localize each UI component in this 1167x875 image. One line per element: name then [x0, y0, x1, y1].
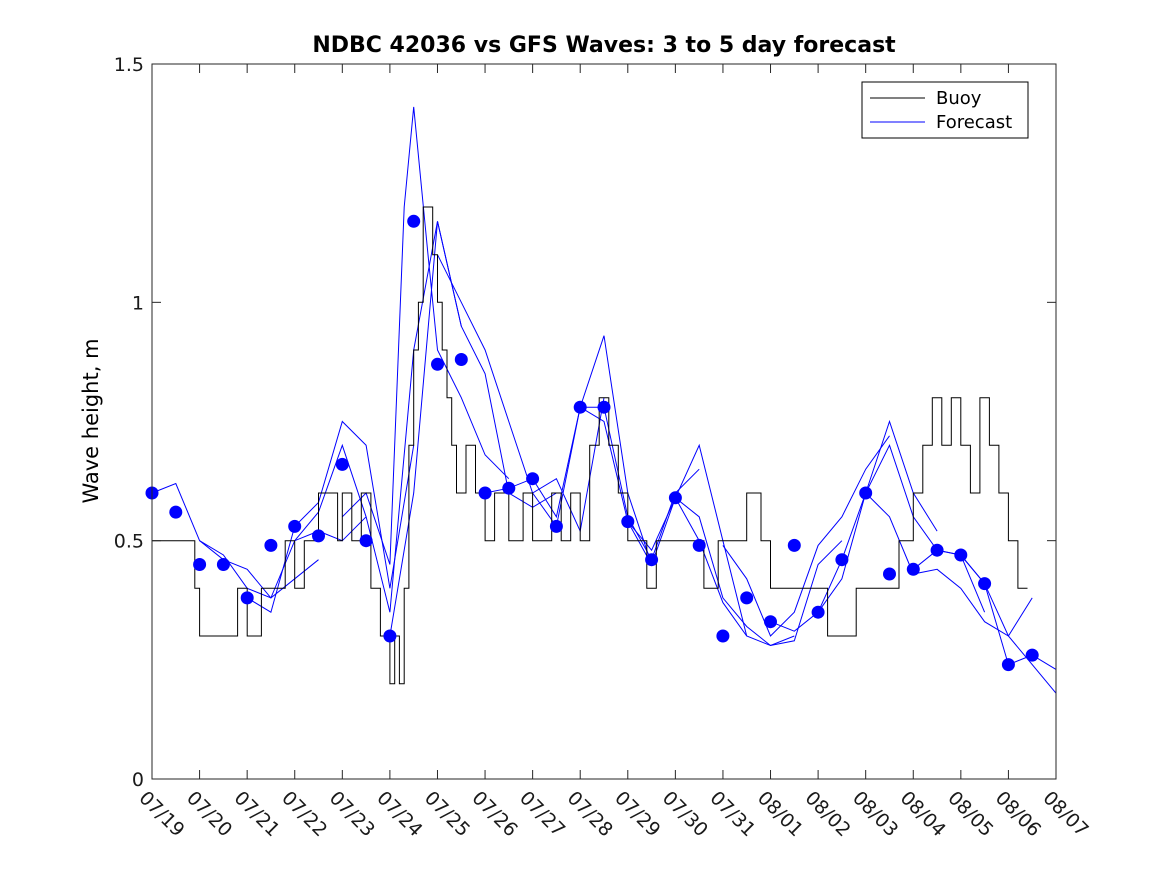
- forecast-marker: [764, 615, 777, 629]
- forecast-marker: [692, 538, 706, 552]
- y-tick-label: 1: [132, 292, 144, 314]
- forecast-marker: [883, 567, 896, 581]
- x-tick-label: 08/01: [753, 787, 807, 841]
- forecast-marker: [835, 553, 849, 567]
- forecast-line-1: [151, 482, 319, 599]
- x-tick-label: 07/20: [182, 787, 236, 841]
- forecast-marker: [621, 515, 635, 529]
- forecast-marker: [549, 519, 563, 533]
- forecast-marker: [526, 472, 540, 486]
- forecast-marker: [454, 353, 468, 366]
- forecast-marker: [811, 605, 825, 619]
- legend-label-forecast: Forecast: [936, 112, 1012, 133]
- forecast-marker: [264, 538, 278, 552]
- forecast-marker: [645, 553, 659, 567]
- forecast-marker: [288, 519, 302, 533]
- forecast-marker: [240, 591, 254, 605]
- forecast-marker: [668, 491, 682, 505]
- buoy-line: [152, 206, 1028, 685]
- forecast-line-5: [341, 106, 510, 565]
- forecast-marker: [169, 505, 183, 519]
- x-tick-label: 07/23: [325, 787, 379, 841]
- forecast-marker: [359, 534, 373, 548]
- forecast-marker: [502, 481, 516, 495]
- legend-label-buoy: Buoy: [936, 88, 982, 109]
- forecast-marker: [859, 486, 873, 500]
- forecast-marker: [906, 562, 920, 576]
- x-tick-label: 07/25: [420, 787, 474, 841]
- forecast-line-12: [675, 497, 843, 647]
- forecast-marker: [1025, 648, 1039, 662]
- x-tick-label: 08/03: [848, 787, 902, 841]
- x-tick-label: 08/04: [896, 787, 950, 841]
- forecast-marker: [1001, 658, 1015, 672]
- forecast-marker: [216, 558, 230, 571]
- forecast-line-6: [389, 221, 557, 637]
- chart-title: NDBC 42036 vs GFS Waves: 3 to 5 day fore…: [312, 33, 896, 58]
- forecast-line-16: [865, 492, 1033, 637]
- y-tick-label: 1.5: [114, 54, 144, 76]
- x-tick-label: 07/27: [515, 787, 569, 841]
- x-tick-label: 08/07: [1038, 787, 1092, 841]
- x-tick-label: 07/21: [230, 787, 284, 841]
- forecast-marker: [193, 558, 207, 571]
- y-tick-label: 0.5: [114, 531, 144, 553]
- y-axis-label: Wave height, m: [79, 338, 103, 503]
- forecast-line-7: [437, 254, 605, 533]
- forecast-marker: [930, 543, 944, 557]
- forecast-marker: [407, 214, 421, 228]
- forecast-marker: [312, 529, 325, 543]
- x-tick-label: 07/31: [705, 787, 759, 841]
- forecast-marker: [573, 400, 587, 414]
- axes-box: [151, 63, 1057, 780]
- x-tick-label: 08/02: [801, 787, 855, 841]
- x-tick-label: 07/19: [134, 787, 188, 841]
- forecast-marker: [978, 577, 992, 591]
- forecast-line-14: [770, 419, 938, 632]
- forecast-marker: [740, 591, 754, 605]
- forecast-line-11: [627, 496, 795, 647]
- x-tick-label: 07/24: [372, 787, 426, 841]
- forecast-marker: [597, 400, 611, 414]
- forecast-line-3: [246, 420, 415, 613]
- x-tick-label: 07/28: [563, 787, 617, 841]
- x-tick-label: 07/29: [610, 787, 664, 841]
- legend: Buoy Forecast: [861, 81, 1029, 139]
- forecast-marker: [431, 357, 444, 371]
- x-tick-label: 08/06: [991, 787, 1045, 841]
- forecast-line-9: [532, 406, 700, 561]
- x-tick-label: 08/05: [943, 787, 997, 841]
- forecast-marker: [383, 629, 397, 643]
- x-tick-label: 07/30: [658, 787, 712, 841]
- y-tick-label: 0: [132, 769, 144, 791]
- forecast-line-10: [579, 406, 748, 637]
- forecast-marker: [716, 629, 730, 643]
- forecast-line-4: [294, 221, 462, 613]
- forecast-marker: [787, 538, 801, 552]
- forecast-marker: [335, 457, 349, 471]
- forecast-marker: [478, 486, 492, 500]
- x-tick-label: 07/22: [277, 787, 331, 841]
- forecast-line-13: [722, 435, 890, 637]
- legend-box: [861, 81, 1029, 139]
- marker-layer: [145, 214, 1039, 672]
- x-tick-label: 07/26: [468, 787, 522, 841]
- forecast-marker: [954, 548, 968, 562]
